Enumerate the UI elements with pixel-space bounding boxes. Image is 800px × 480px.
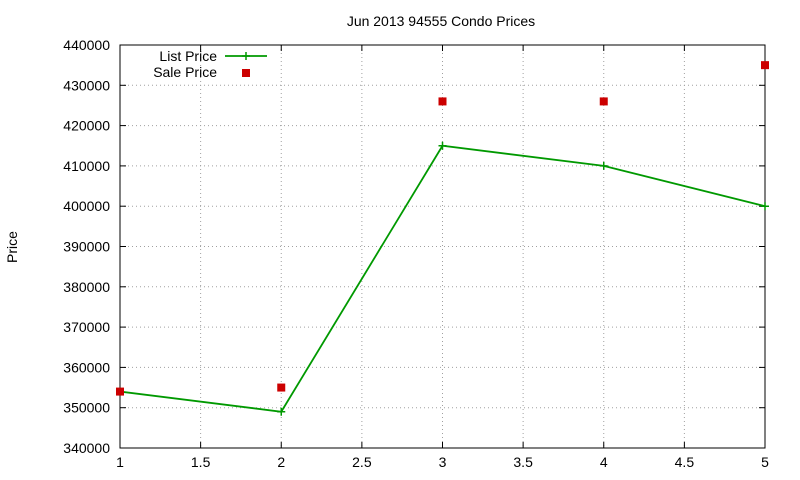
- y-tick-label-3: 370000: [63, 319, 110, 335]
- x-tick-label-5: 3.5: [513, 454, 533, 470]
- axes: 1 1.5 2 2.5 3 3.5 4 4.5 5 340000 350000 360000 37000…: [63, 37, 769, 470]
- sale-price-point-0: [116, 387, 124, 396]
- y-tick-label-1: 350000: [63, 400, 110, 416]
- list-price-point-1: [277, 407, 286, 416]
- legend-square-marker: [242, 69, 250, 77]
- y-tick-label-6: 400000: [63, 198, 110, 214]
- legend-plus-marker: [242, 52, 250, 60]
- list-price-point-4: [761, 202, 769, 211]
- x-tick-label-8: 5: [761, 454, 769, 470]
- sale-price-point-3: [599, 97, 608, 106]
- sale-price-point-2: [438, 97, 447, 106]
- y-tick-label-8: 420000: [63, 118, 110, 134]
- x-tick-label-7: 4.5: [675, 454, 695, 470]
- series-layer: [116, 61, 769, 416]
- y-tick-label-0: 340000: [63, 440, 110, 456]
- list-price-point-2: [438, 141, 447, 150]
- y-tick-label-9: 430000: [63, 77, 110, 93]
- y-tick-label-2: 360000: [63, 359, 110, 375]
- x-tick-label-1: 1.5: [191, 454, 211, 470]
- list-price-point-3: [599, 161, 608, 170]
- grid-lines: [120, 45, 765, 448]
- x-tick-label-4: 3: [439, 454, 447, 470]
- legend-label-1: Sale Price: [153, 64, 217, 80]
- y-axis-label: Price: [4, 231, 20, 263]
- sale-price-point-1: [277, 383, 286, 392]
- y-tick-label-5: 390000: [63, 239, 110, 255]
- y-tick-label-7: 410000: [63, 158, 110, 174]
- x-tick-label-3: 2.5: [352, 454, 372, 470]
- y-tick-label-4: 380000: [63, 279, 110, 295]
- y-tick-label-10: 440000: [63, 37, 110, 53]
- x-tick-label-0: 1: [116, 454, 124, 470]
- sale-price-point-4: [761, 61, 769, 70]
- x-tick-label-2: 2: [277, 454, 285, 470]
- chart-title: Jun 2013 94555 Condo Prices: [347, 13, 535, 29]
- x-tick-label-6: 4: [600, 454, 608, 470]
- legend-label-0: List Price: [159, 48, 217, 64]
